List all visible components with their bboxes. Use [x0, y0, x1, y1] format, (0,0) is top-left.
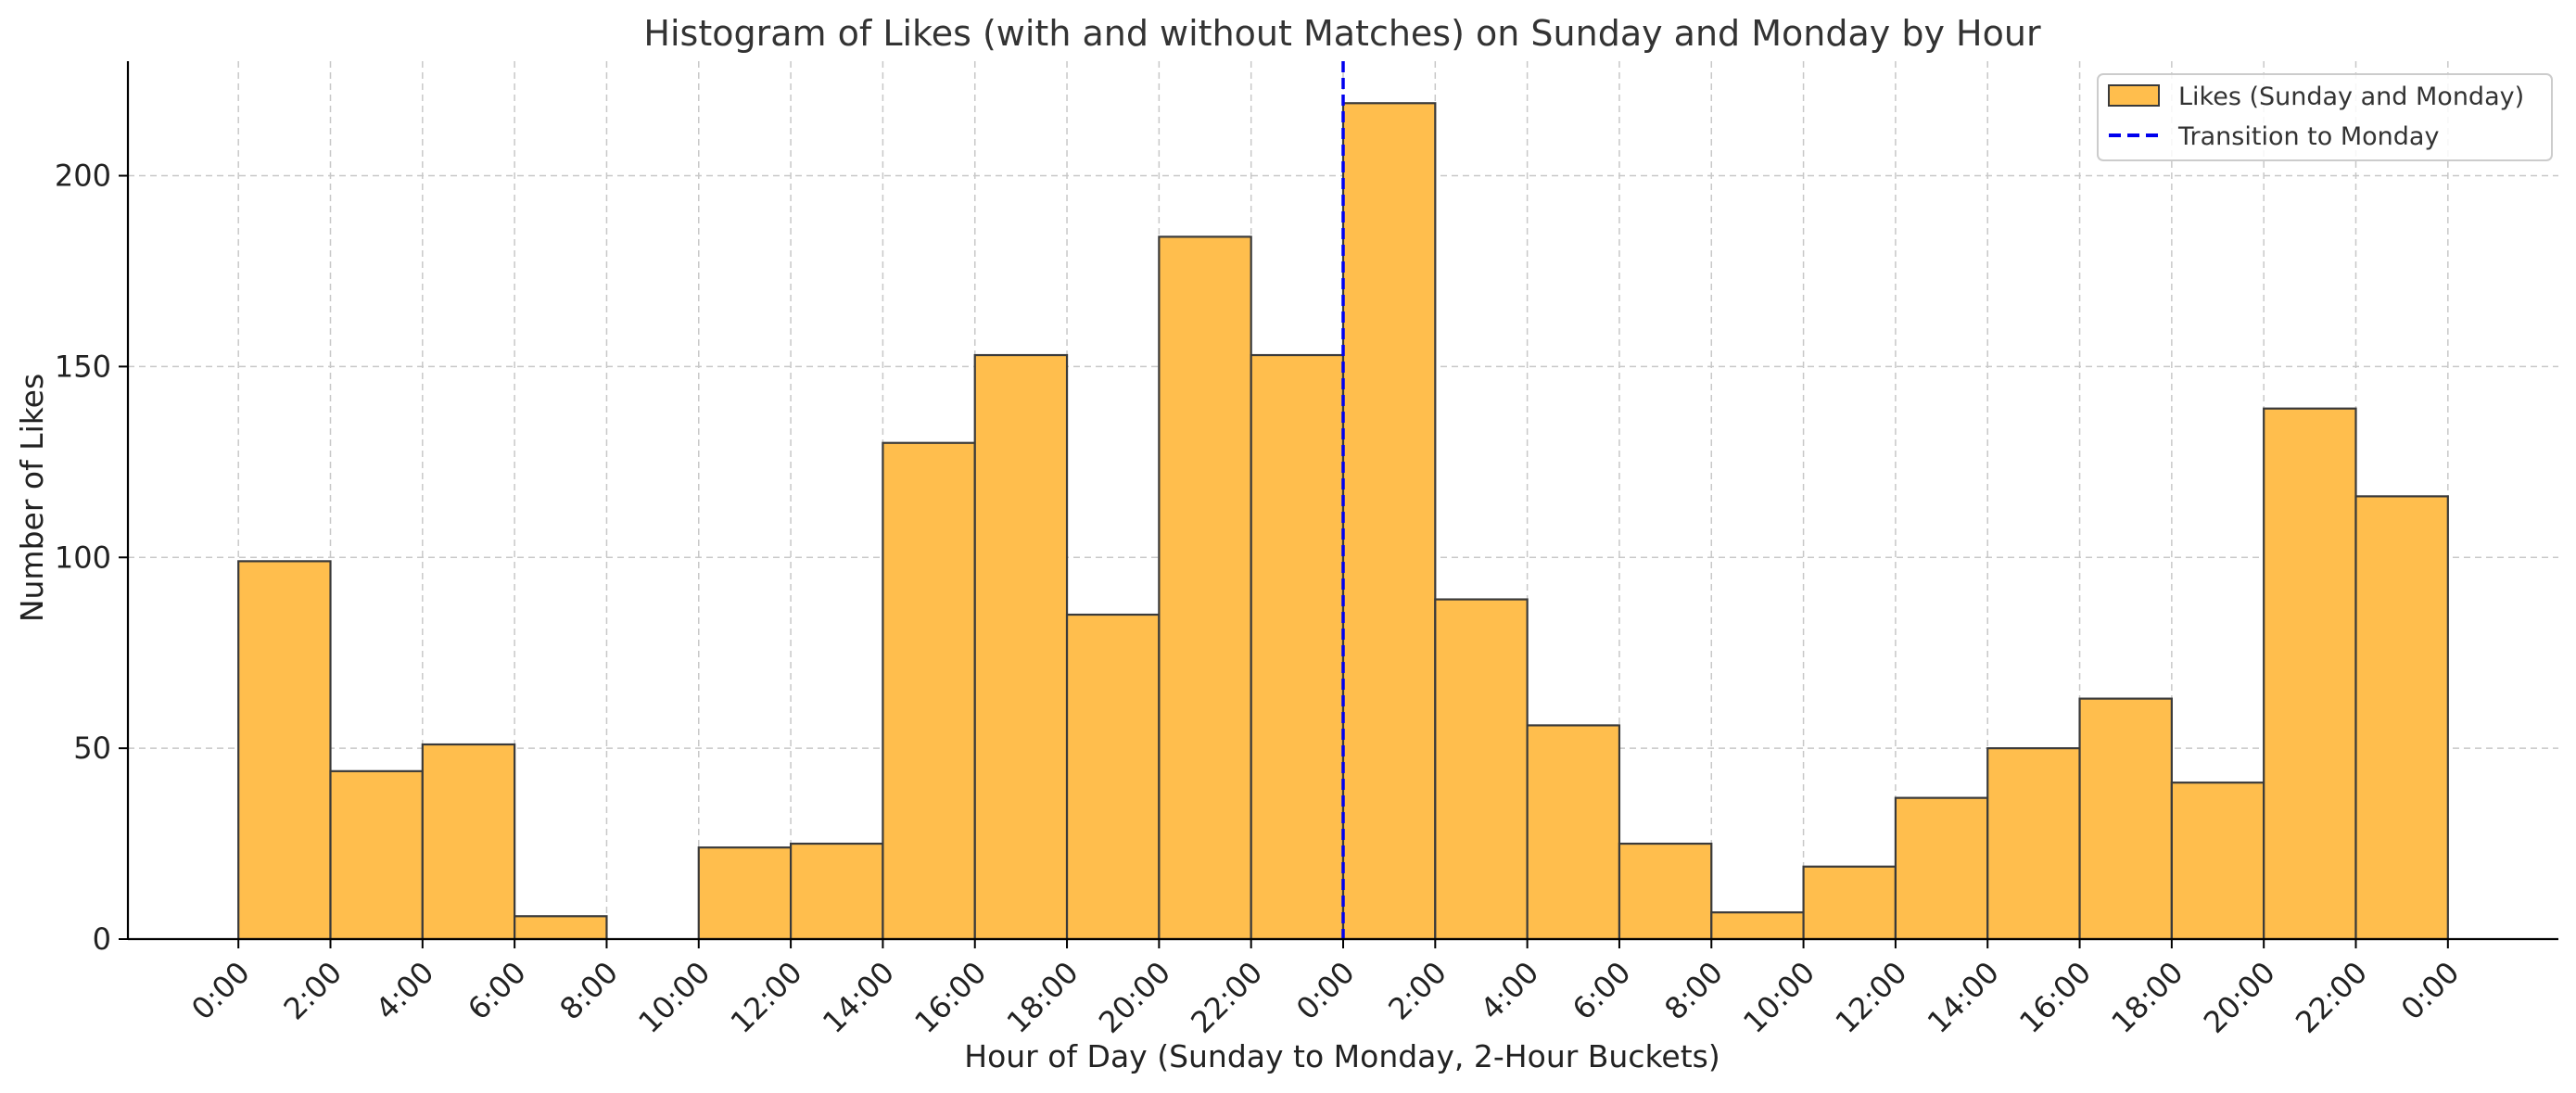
histogram-bar	[1986, 747, 2081, 941]
histogram-bar	[973, 353, 1069, 941]
x-tick-label: 10:00	[631, 955, 717, 1040]
histogram-bar	[2078, 697, 2173, 941]
x-tick-label: 8:00	[552, 955, 625, 1027]
x-tick-label: 14:00	[1921, 955, 2006, 1040]
legend: Likes (Sunday and Monday) Transition to …	[2097, 73, 2553, 161]
x-tick-label: 20:00	[2197, 955, 2282, 1040]
y-tick-label: 100	[55, 540, 111, 575]
x-tick-label: 0:00	[2394, 955, 2467, 1027]
histogram-bar	[1618, 842, 1713, 941]
legend-frame	[2097, 73, 2553, 161]
histogram-bar	[1802, 865, 1897, 941]
y-tick-label: 0	[93, 921, 111, 957]
legend-bar-label: Likes (Sunday and Monday)	[2178, 83, 2524, 111]
histogram-bar	[2170, 782, 2265, 941]
histogram-bar	[1158, 235, 1252, 941]
legend-bar-swatch	[2108, 84, 2160, 107]
x-tick-label: 10:00	[1736, 955, 1821, 1040]
histogram-bar	[1526, 724, 1621, 941]
x-tick-label: 22:00	[1184, 955, 1269, 1040]
legend-line-label: Transition to Monday	[2177, 122, 2439, 151]
x-tick-label: 0:00	[184, 955, 257, 1027]
x-tick-label: 2:00	[276, 955, 349, 1027]
x-tick-label: 12:00	[724, 955, 809, 1040]
bars-layer	[237, 102, 2449, 941]
y-tick-label: 150	[55, 349, 111, 384]
x-tick-label: 20:00	[1092, 955, 1177, 1040]
histogram-bar	[789, 842, 884, 941]
histogram-bar	[1065, 613, 1161, 941]
y-tick-label: 50	[73, 731, 111, 766]
x-tick-label: 14:00	[816, 955, 901, 1040]
histogram-bar	[1341, 102, 1437, 941]
y-tick-label: 200	[55, 159, 111, 194]
histogram-bar	[237, 560, 332, 941]
x-tick-label: 0:00	[1289, 955, 1362, 1027]
x-tick-label: 16:00	[2012, 955, 2098, 1040]
x-tick-label: 4:00	[369, 955, 441, 1027]
x-tick-label: 22:00	[2289, 955, 2374, 1040]
x-tick-label: 16:00	[907, 955, 993, 1040]
histogram-bar	[329, 769, 424, 941]
histogram-bar	[1250, 353, 1345, 941]
x-tick-label: 8:00	[1657, 955, 1730, 1027]
x-tick-label: 18:00	[1000, 955, 1085, 1040]
histogram-bar	[514, 915, 608, 941]
x-tick-label: 12:00	[1828, 955, 1913, 1040]
histogram-bar	[421, 743, 516, 941]
x-tick-label: 4:00	[1474, 955, 1546, 1027]
x-tick-label: 2:00	[1381, 955, 1453, 1027]
histogram-bar	[882, 441, 976, 941]
histogram-bar	[2263, 407, 2357, 941]
histogram-bar	[2354, 495, 2449, 941]
y-axis-label: Number of Likes	[14, 374, 50, 622]
histogram-bar	[697, 846, 793, 941]
histogram-bar	[1434, 598, 1529, 941]
chart-title: Histogram of Likes (with and without Mat…	[643, 13, 2041, 54]
histogram-bar	[1710, 911, 1805, 941]
x-tick-label: 6:00	[461, 955, 533, 1027]
x-tick-label: 6:00	[1566, 955, 1638, 1027]
histogram-bar	[1894, 796, 1989, 941]
x-tick-label: 18:00	[2104, 955, 2189, 1040]
x-axis-label: Hour of Day (Sunday to Monday, 2-Hour Bu…	[964, 1038, 1719, 1074]
